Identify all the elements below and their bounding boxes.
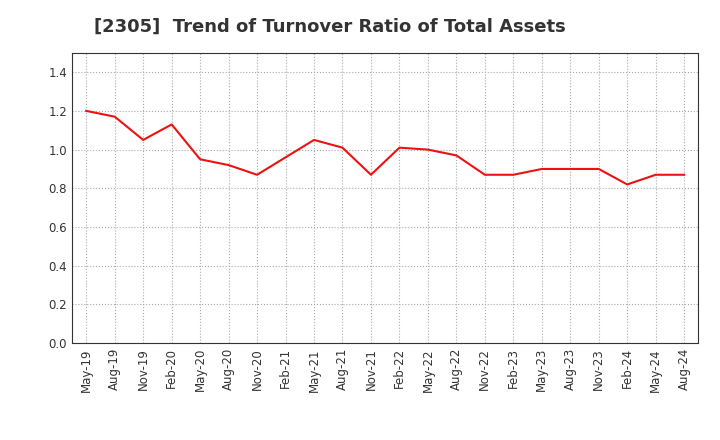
- Text: [2305]  Trend of Turnover Ratio of Total Assets: [2305] Trend of Turnover Ratio of Total …: [94, 18, 565, 36]
